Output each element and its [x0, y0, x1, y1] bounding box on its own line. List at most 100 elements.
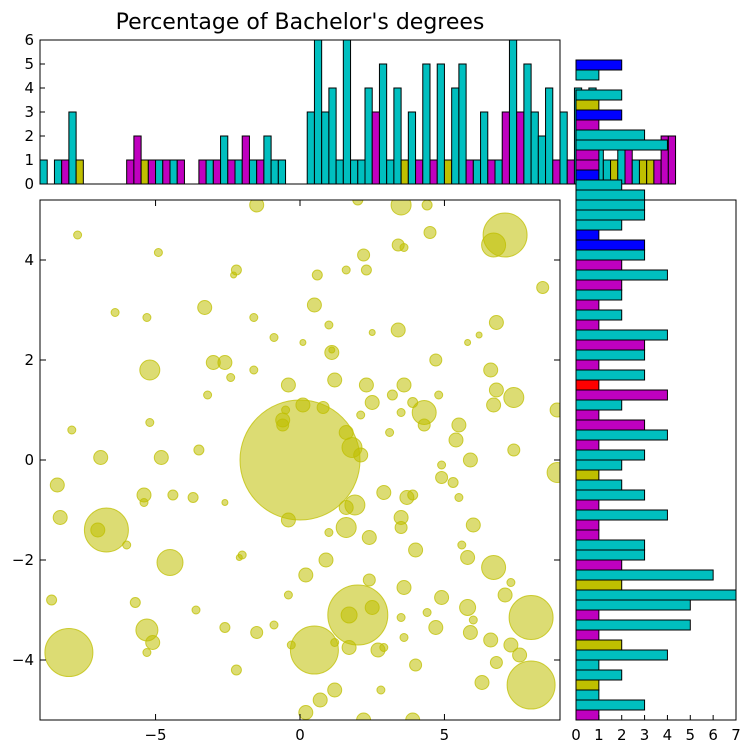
- scatter-point: [376, 485, 392, 500]
- top-histogram-bar: [378, 63, 388, 185]
- right-histogram-bar: [575, 319, 600, 331]
- scatter-point: [488, 382, 504, 398]
- right-histogram-bar: [575, 299, 600, 311]
- right-histogram-bar: [575, 439, 600, 451]
- right-histogram-bar: [575, 309, 623, 321]
- top-histogram-bar: [631, 159, 640, 185]
- scatter-point: [481, 555, 507, 580]
- scatter-point: [283, 590, 293, 600]
- top-histogram-bar: [227, 159, 236, 185]
- top-histogram-bar: [147, 159, 157, 185]
- scatter-point: [139, 359, 161, 381]
- scatter-point: [361, 530, 377, 545]
- scatter-point: [191, 605, 201, 615]
- top-histogram-bar: [530, 111, 539, 185]
- top-histogram-bar: [68, 111, 77, 185]
- right-histogram-bar: [575, 409, 600, 421]
- top-histogram-bar: [335, 159, 344, 185]
- scatter-point: [434, 390, 444, 400]
- top-histogram-bar: [198, 159, 207, 185]
- top-histogram-bar: [75, 159, 84, 185]
- y-tick-label: −4: [12, 651, 34, 669]
- top-histogram-bar: [357, 159, 366, 185]
- scatter-point: [226, 373, 236, 382]
- scatter-point: [364, 395, 380, 410]
- scatter-point: [435, 471, 449, 484]
- scatter-point: [249, 365, 259, 375]
- scatter-point: [353, 447, 369, 463]
- scatter-point: [394, 521, 408, 534]
- right-histogram-bar: [575, 599, 691, 611]
- scatter-point: [488, 315, 504, 330]
- top-histogram-bar: [407, 111, 417, 185]
- scatter-point: [324, 345, 340, 360]
- right-histogram-bar: [575, 239, 646, 251]
- scatter-point: [324, 528, 334, 537]
- top-histogram-bar: [638, 159, 648, 185]
- right-histogram-bar: [575, 149, 600, 161]
- right-histogram-bar: [575, 219, 623, 231]
- scatter-point: [376, 685, 386, 695]
- right-histogram-bar: [575, 579, 623, 591]
- right-histogram-bar: [575, 479, 623, 491]
- scatter-point: [399, 243, 409, 252]
- top-histogram-bar: [458, 63, 467, 185]
- scatter-point: [536, 281, 550, 294]
- right-histogram-bar: [575, 529, 600, 541]
- scatter-point: [341, 265, 351, 275]
- x-tick-label: 5: [440, 726, 450, 744]
- top-histogram-bar: [646, 159, 655, 185]
- right-histogram-bar: [575, 679, 600, 691]
- scatter-point: [145, 418, 155, 427]
- scatter-point: [503, 387, 525, 408]
- top-histogram-bar: [328, 87, 337, 185]
- scatter-point: [356, 712, 372, 720]
- top-y-tick-label: 4: [24, 79, 34, 97]
- top-y-tick-label: 2: [24, 127, 34, 145]
- right-histogram-bar: [575, 159, 600, 171]
- right-axes-frame: [575, 199, 737, 721]
- scatter-point: [276, 418, 290, 432]
- scatter-point: [193, 444, 205, 456]
- scatter-point: [330, 638, 340, 647]
- scatter-point: [306, 297, 322, 313]
- scatter-point: [356, 410, 366, 420]
- scatter-point: [506, 660, 556, 710]
- scatter-point: [289, 625, 339, 675]
- top-histogram-bar: [220, 135, 229, 185]
- scatter-point: [139, 498, 149, 507]
- right-histogram-bar: [575, 169, 600, 181]
- scatter-point: [546, 462, 560, 483]
- scatter-point: [142, 313, 152, 322]
- scatter-point: [474, 675, 490, 690]
- top-histogram-bar: [552, 159, 561, 185]
- top-histogram: 0 1 2 3 4 5 6: [24, 31, 677, 193]
- top-histogram-bar: [270, 159, 279, 185]
- top-histogram-bar: [472, 159, 482, 185]
- scatter-point: [489, 656, 503, 669]
- top-histogram-bar: [559, 111, 568, 185]
- top-histogram-bar: [451, 87, 460, 185]
- top-histogram-bar: [39, 159, 48, 185]
- scatter-point: [341, 640, 357, 655]
- top-histogram-bar: [436, 63, 445, 185]
- top-histogram-bar: [465, 159, 474, 185]
- top-histogram-bar: [480, 111, 489, 185]
- scatter-point: [396, 408, 406, 417]
- scatter-point: [312, 692, 328, 708]
- top-histogram-bar: [126, 159, 135, 185]
- right-histogram-bar: [575, 259, 623, 271]
- scatter-point: [249, 313, 259, 322]
- scatter-point: [468, 615, 478, 625]
- scatter-point: [434, 590, 450, 605]
- scatter-point: [481, 232, 507, 258]
- scatter-point: [295, 397, 311, 413]
- top-histogram-bar: [386, 159, 395, 185]
- scatter-point: [362, 573, 376, 587]
- right-histogram-bar: [575, 179, 623, 191]
- scatter-point: [508, 595, 554, 640]
- scatter-point: [360, 264, 372, 276]
- scatter-point: [357, 248, 371, 262]
